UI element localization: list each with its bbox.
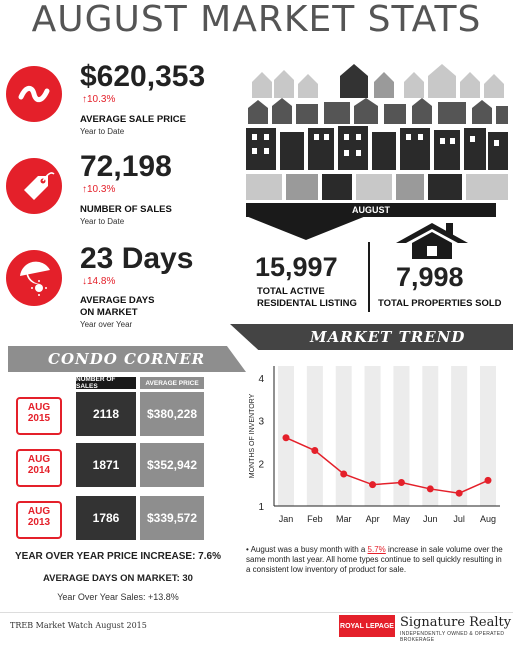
days-on-market-change: ↓14.8% xyxy=(82,276,116,287)
chart-band xyxy=(393,366,410,506)
yoy-sales: Year Over Year Sales: +13.8% xyxy=(57,592,179,602)
avg-sale-price-change: ↑10.3% xyxy=(82,94,116,105)
august-label: AUGUST xyxy=(352,205,390,215)
divider xyxy=(368,242,370,312)
avg-sale-price-period: Year to Date xyxy=(80,127,125,136)
y-tick-label: 2 xyxy=(258,459,264,470)
chart-band xyxy=(364,366,381,506)
num-sales-label: NUMBER OF SALES xyxy=(80,204,172,215)
city-buildings-illustration xyxy=(244,62,510,202)
days-on-market-label-1: AVERAGE DAYS xyxy=(80,295,155,306)
price-tag-icon xyxy=(6,158,62,214)
active-listings-label-2: RESIDENTAL LISTING xyxy=(257,298,357,309)
num-sales-change: ↑10.3% xyxy=(82,184,116,195)
calendar-icon-2015: AUG 2015 xyxy=(16,397,62,435)
y-tick-label: 3 xyxy=(258,417,264,428)
days-on-market-value: 23 Days xyxy=(80,242,194,275)
calendar-icon-2013: AUG 2013 xyxy=(16,501,62,539)
chart-band xyxy=(480,366,496,506)
x-tick-label: Jan xyxy=(279,514,294,524)
bullet: • xyxy=(246,545,251,554)
footer-divider xyxy=(0,612,513,613)
page-title: AUGUST MARKET STATS xyxy=(31,0,482,40)
highlight-percent: 5.7% xyxy=(367,545,386,554)
active-listings-label-1: TOTAL ACTIVE xyxy=(257,286,325,297)
x-tick-label: Jul xyxy=(453,514,465,524)
chart-band xyxy=(306,366,323,506)
price-2014: $352,942 xyxy=(140,443,204,487)
total-sold-label: TOTAL PROPERTIES SOLD xyxy=(378,298,502,309)
series-line xyxy=(285,437,489,494)
days-on-market-period: Year over Year xyxy=(80,320,133,329)
num-sales-period: Year to Date xyxy=(80,217,125,226)
calendar-icon-2014: AUG 2014 xyxy=(16,449,62,487)
market-trend-title: MARKET TREND xyxy=(310,328,466,346)
y-axis-label: MONTHS OF INVENTORY xyxy=(249,393,256,478)
x-tick-label: Mar xyxy=(336,514,352,524)
x-tick-label: May xyxy=(393,514,411,524)
avg-sale-price-label: AVERAGE SALE PRICE xyxy=(80,114,186,125)
chart-band xyxy=(422,366,439,506)
data-point xyxy=(369,481,377,489)
sales-2015: 2118 xyxy=(76,392,136,436)
x-tick-label: Apr xyxy=(366,514,380,524)
house-icon xyxy=(394,221,470,266)
y-tick-label: 4 xyxy=(258,374,264,385)
col-header-price: AVERAGE PRICE xyxy=(140,377,204,389)
data-point xyxy=(397,479,405,487)
condo-corner-banner: CONDO CORNER xyxy=(8,346,246,372)
wave-icon xyxy=(6,66,62,122)
price-2013: $339,572 xyxy=(140,496,204,540)
data-point xyxy=(426,485,434,493)
x-tick-label: Feb xyxy=(307,514,323,524)
data-point xyxy=(455,489,463,497)
royal-lepage-logo: ROYAL LEPAGE xyxy=(339,615,395,637)
market-note: • August was a busy month with a 5.7% in… xyxy=(246,545,503,574)
active-listings-value: 15,997 xyxy=(255,252,338,282)
yoy-price-increase: YEAR OVER YEAR PRICE INCREASE: 7.6% xyxy=(15,551,221,562)
company-name: Signature Realty xyxy=(400,615,512,630)
num-sales-value: 72,198 xyxy=(80,150,172,183)
col-header-sales: NUMBER OF SALES xyxy=(76,376,136,390)
footer-source: TREB Market Watch August 2015 xyxy=(10,621,147,630)
day-night-icon xyxy=(6,250,62,306)
company-subtitle: INDEPENDENTLY OWNED & OPERATED BROKERAGE xyxy=(400,631,505,643)
x-tick-label: Jun xyxy=(423,514,438,524)
market-trend-banner: MARKET TREND xyxy=(230,324,513,350)
x-tick-label: Aug xyxy=(480,514,496,524)
data-point xyxy=(340,470,348,478)
down-arrow-icon xyxy=(246,216,366,240)
sales-2014: 1871 xyxy=(76,443,136,487)
data-point xyxy=(484,476,492,484)
y-tick-label: 1 xyxy=(258,502,264,513)
chart-band xyxy=(335,366,352,506)
data-point xyxy=(311,447,319,455)
avg-days-on-market: AVERAGE DAYS ON MARKET: 30 xyxy=(43,573,193,584)
avg-sale-price-value: $620,353 xyxy=(80,60,206,93)
market-trend-chart: 1 2 3 4 MONTHS OF INVENTORY Jan Feb Mar Apr May Ju… xyxy=(249,366,500,524)
condo-corner-title: CONDO CORNER xyxy=(48,350,206,368)
sales-2013: 1786 xyxy=(76,496,136,540)
chart-band xyxy=(451,366,468,506)
days-on-market-label-2: ON MARKET xyxy=(80,307,138,318)
price-2015: $380,228 xyxy=(140,392,204,436)
data-point xyxy=(282,434,290,442)
august-bar: AUGUST xyxy=(246,203,496,217)
total-sold-value: 7,998 xyxy=(396,262,464,292)
